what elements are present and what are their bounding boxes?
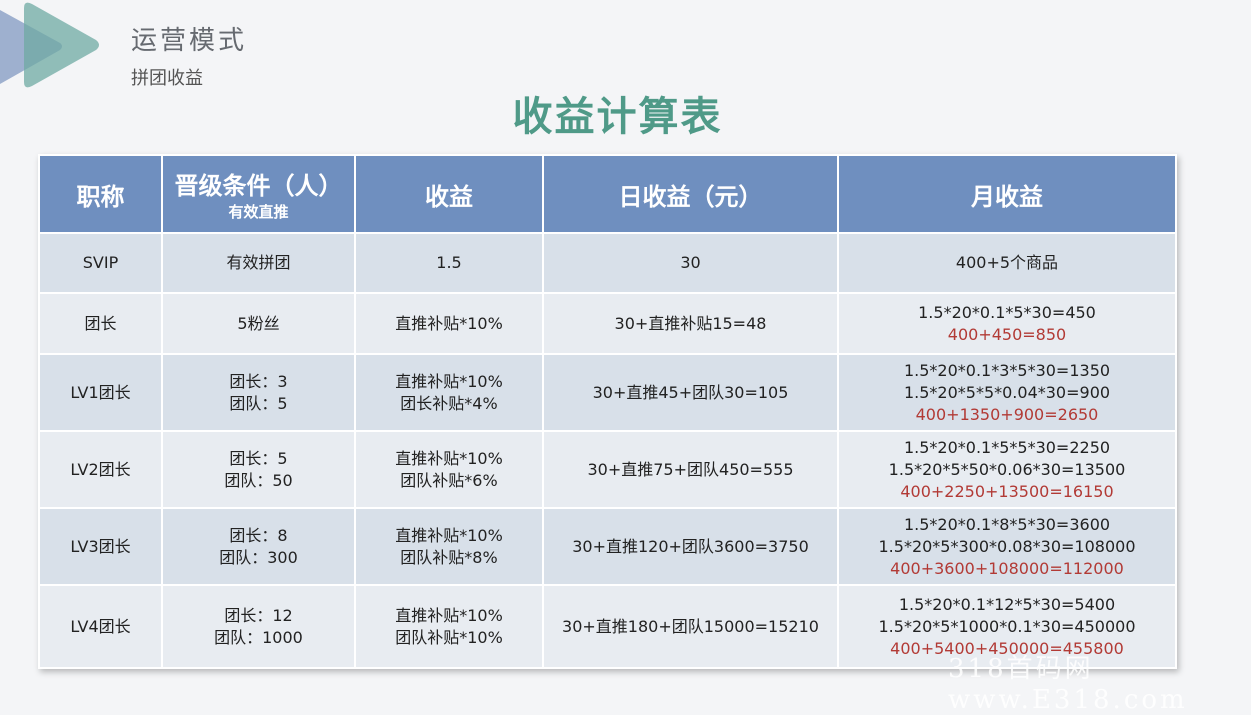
monthly-cell: 1.5*20*0.1*5*5*30=2250 1.5*20*5*50*0.06*3… [839, 432, 1175, 507]
monthly-cell-line: 400+5400+450000=455800 [890, 638, 1124, 658]
table-row: LV1团长 团长：3 团队：5 直推补贴*10% 团长补贴*4% 30+直推45+团队30… [40, 355, 1175, 430]
condition-cell-line: 5粉丝 [237, 313, 280, 333]
monthly-cell: 400+5个商品 [839, 234, 1175, 292]
condition-cell-line: 团队：5 [229, 393, 288, 413]
condition-cell-line: 团长：8 [229, 525, 288, 545]
condition-cell-line: 团长：12 [224, 605, 293, 625]
income-cell: 1.5 [356, 234, 542, 292]
table-row: SVIP 有效拼团 1.5 30 400+5个商品 [40, 234, 1175, 292]
condition-cell-line: 团队：1000 [214, 627, 303, 647]
section-subtitle: 拼团收益 [131, 68, 203, 89]
condition-cell: 团长：5 团队：50 [163, 432, 354, 507]
income-cell-line: 团队补贴*6% [400, 470, 498, 490]
title-cell: 团长 [40, 294, 161, 353]
monthly-cell-line: 1.5*20*0.1*5*30=450 [918, 302, 1096, 322]
condition-cell-line: 团队：300 [219, 547, 298, 567]
daily-cell-line: 30+直推45+团队30=105 [592, 382, 789, 402]
watermark: 318首码网 www.E318.com [948, 654, 1188, 715]
monthly-cell: 1.5*20*0.1*3*5*30=1350 1.5*20*5*5*0.04*30… [839, 355, 1175, 430]
monthly-cell-line: 1.5*20*5*50*0.06*30=13500 [888, 459, 1126, 479]
income-cell: 直推补贴*10% [356, 294, 542, 353]
daily-cell-line: 30+直推75+团队450=555 [587, 459, 794, 479]
income-cell: 直推补贴*10% 团队补贴*10% [356, 586, 542, 667]
table-header: 职称 晋级条件（人） 有效直推 收益 日收益（元） 月收益 [40, 156, 1175, 232]
col-condition-label: 晋级条件（人） [174, 172, 343, 200]
title-cell-line: 团长 [84, 313, 117, 333]
monthly-cell-line: 1.5*20*0.1*12*5*30=5400 [898, 594, 1116, 614]
condition-cell: 团长：8 团队：300 [163, 509, 354, 584]
monthly-cell-line: 400+1350+900=2650 [915, 404, 1099, 424]
daily-cell: 30+直推180+团队15000=15210 [544, 586, 837, 667]
monthly-cell-line: 1.5*20*5*1000*0.1*30=450000 [878, 616, 1136, 636]
col-daily: 日收益（元） [544, 156, 837, 232]
title-cell-line: LV3团长 [70, 536, 131, 556]
income-cell-line: 1.5 [436, 253, 462, 272]
income-cell-line: 直推补贴*10% [395, 313, 503, 333]
condition-cell: 5粉丝 [163, 294, 354, 353]
monthly-cell: 1.5*20*0.1*8*5*30=3600 1.5*20*5*300*0.08*… [839, 509, 1175, 584]
monthly-cell-line: 1.5*20*0.1*8*5*30=3600 [903, 514, 1111, 534]
income-cell-line: 直推补贴*10% [395, 448, 503, 468]
daily-cell: 30+直推120+团队3600=3750 [544, 509, 837, 584]
monthly-cell: 1.5*20*0.1*12*5*30=5400 1.5*20*5*1000*0.1… [839, 586, 1175, 667]
monthly-cell-line: 1.5*20*5*300*0.08*30=108000 [878, 536, 1136, 556]
income-cell-line: 团队补贴*10% [395, 627, 503, 647]
daily-cell-line: 30 [680, 253, 701, 272]
income-table: 职称 晋级条件（人） 有效直推 收益 日收益（元） 月收益 SVIP 有效拼团 1.5… [38, 154, 1177, 669]
col-title: 职称 [40, 156, 161, 232]
page-title: 收益计算表 [512, 94, 723, 140]
condition-cell-line: 团长：3 [229, 371, 288, 391]
monthly-cell-line: 1.5*20*0.1*5*5*30=2250 [903, 437, 1111, 457]
income-cell-line: 团队补贴*8% [400, 547, 498, 567]
daily-cell: 30+直推45+团队30=105 [544, 355, 837, 430]
title-cell-line: SVIP [82, 253, 119, 272]
income-cell-line: 直推补贴*10% [395, 525, 503, 545]
daily-cell-line: 30+直推补贴15=48 [614, 313, 767, 333]
monthly-cell: 1.5*20*0.1*5*30=450 400+450=850 [839, 294, 1175, 353]
income-cell: 直推补贴*10% 团长补贴*4% [356, 355, 542, 430]
col-monthly: 月收益 [839, 156, 1175, 232]
title-cell: LV4团长 [40, 586, 161, 667]
play-logo-icon [0, 2, 99, 88]
table-row: 团长 5粉丝 直推补贴*10% 30+直推补贴15=48 1.5*20*0.1*5*30… [40, 294, 1175, 353]
monthly-cell-line: 400+450=850 [947, 324, 1067, 344]
col-income: 收益 [356, 156, 542, 232]
income-cell-line: 团长补贴*4% [400, 393, 498, 413]
condition-cell-line: 团队：50 [224, 470, 293, 490]
income-cell-line: 直推补贴*10% [395, 605, 503, 625]
income-cell-line: 直推补贴*10% [395, 371, 503, 391]
daily-cell: 30+直推75+团队450=555 [544, 432, 837, 507]
monthly-cell-line: 400+5个商品 [955, 253, 1059, 272]
title-cell: LV3团长 [40, 509, 161, 584]
section-title: 运营模式 [131, 26, 248, 56]
daily-cell: 30+直推补贴15=48 [544, 294, 837, 353]
daily-cell: 30 [544, 234, 837, 292]
condition-cell-line: 有效拼团 [226, 253, 291, 272]
income-cell: 直推补贴*10% 团队补贴*6% [356, 432, 542, 507]
table-row: LV4团长 团长：12 团队：1000 直推补贴*10% 团队补贴*10% 30+直推18… [40, 586, 1175, 667]
title-cell: SVIP [40, 234, 161, 292]
col-condition: 晋级条件（人） 有效直推 [163, 156, 354, 232]
monthly-cell-line: 400+3600+108000=112000 [890, 558, 1124, 578]
condition-cell-line: 团长：5 [229, 448, 288, 468]
daily-cell-line: 30+直推180+团队15000=15210 [562, 616, 819, 636]
col-condition-sub: 有效直推 [228, 203, 289, 221]
title-cell-line: LV4团长 [70, 616, 131, 636]
title-cell-line: LV2团长 [70, 459, 131, 479]
monthly-cell-line: 400+2250+13500=16150 [900, 481, 1114, 501]
monthly-cell-line: 1.5*20*5*5*0.04*30=900 [903, 382, 1111, 402]
daily-cell-line: 30+直推120+团队3600=3750 [572, 536, 809, 556]
table-row: LV2团长 团长：5 团队：50 直推补贴*10% 团队补贴*6% 30+直推75+团队4… [40, 432, 1175, 507]
condition-cell: 团长：12 团队：1000 [163, 586, 354, 667]
title-cell: LV1团长 [40, 355, 161, 430]
title-cell: LV2团长 [40, 432, 161, 507]
condition-cell: 有效拼团 [163, 234, 354, 292]
monthly-cell-line: 1.5*20*0.1*3*5*30=1350 [903, 360, 1111, 380]
title-cell-line: LV1团长 [70, 382, 131, 402]
condition-cell: 团长：3 团队：5 [163, 355, 354, 430]
table-row: LV3团长 团长：8 团队：300 直推补贴*10% 团队补贴*8% 30+直推120+团… [40, 509, 1175, 584]
income-cell: 直推补贴*10% 团队补贴*8% [356, 509, 542, 584]
